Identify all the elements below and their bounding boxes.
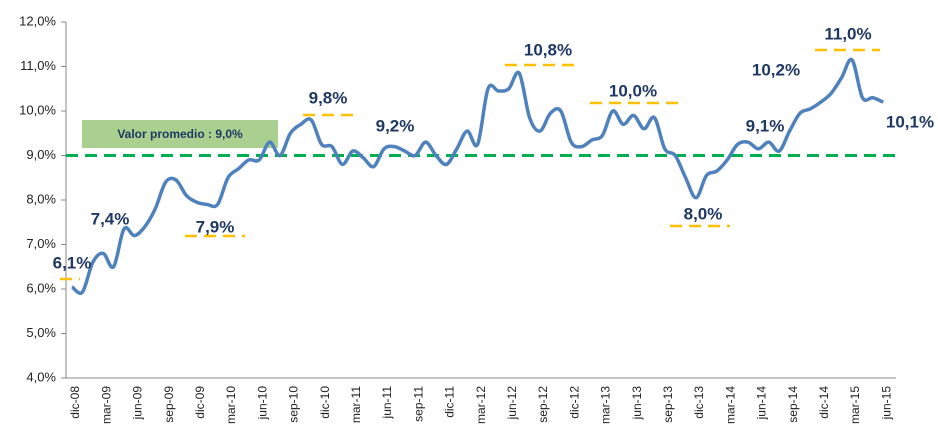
x-tick-group: jun-14	[755, 386, 769, 421]
x-tick-group: jun-11	[380, 386, 394, 420]
x-tick-label: sep-10	[287, 386, 301, 423]
line-series	[70, 57, 884, 295]
annotation: 6,1%	[53, 253, 92, 272]
x-tick-label: dic-12	[567, 386, 581, 419]
x-tick-group: mar-12	[474, 386, 488, 424]
annotation: 9,2%	[376, 116, 415, 135]
x-tick-label: jun-12	[505, 386, 519, 421]
x-tick-group: sep-09	[162, 386, 176, 423]
average-label: Valor promedio : 9,0%	[117, 127, 243, 141]
x-tick-group: mar-10	[224, 386, 238, 424]
x-tick-group: jun-15	[879, 386, 893, 421]
y-tick-label: 7,0%	[26, 236, 56, 251]
x-tick-label: sep-14	[786, 386, 800, 423]
x-tick-label: mar-13	[599, 386, 613, 424]
x-tick-group: mar-11	[349, 386, 363, 423]
x-tick-label: dic-10	[318, 386, 332, 419]
x-tick-group: sep-14	[786, 386, 800, 423]
x-tick-label: jun-13	[630, 386, 644, 421]
x-tick-label: mar-14	[723, 386, 737, 424]
x-tick-group: mar-09	[99, 386, 113, 424]
x-tick-label: dic-09	[193, 386, 207, 419]
annotation: 9,1%	[746, 116, 785, 135]
x-tick-group: sep-13	[661, 386, 675, 423]
x-tick-group: sep-10	[287, 386, 301, 423]
x-tick-group: mar-15	[848, 386, 862, 424]
x-tick-group: dic-08	[68, 386, 82, 419]
x-tick-group: jun-10	[255, 386, 269, 421]
average-label-box	[82, 120, 278, 148]
y-tick-label: 5,0%	[26, 325, 56, 340]
y-tick-label: 10,0%	[19, 102, 56, 117]
annotation: 10,1%	[886, 112, 934, 131]
y-tick-label: 6,0%	[26, 280, 56, 295]
x-tick-label: dic-13	[692, 386, 706, 419]
x-tick-label: mar-12	[474, 386, 488, 424]
annotation: 7,4%	[91, 209, 130, 228]
x-tick-label: jun-10	[255, 386, 269, 421]
y-tick-label: 9,0%	[26, 147, 56, 162]
annotation: 8,0%	[684, 204, 723, 223]
x-tick-label: jun-15	[879, 386, 893, 421]
x-tick-group: jun-09	[131, 386, 145, 421]
x-tick-group: dic-13	[692, 386, 706, 419]
x-tick-group: sep-12	[536, 386, 550, 423]
annotation: 9,8%	[309, 88, 348, 107]
y-tick-label: 4,0%	[26, 369, 56, 384]
x-tick-group: mar-13	[599, 386, 613, 424]
annotation: 7,9%	[196, 217, 235, 236]
x-tick-group: jun-12	[505, 386, 519, 421]
x-tick-group: dic-10	[318, 386, 332, 419]
x-tick-label: dic-14	[817, 386, 831, 419]
x-tick-label: sep-09	[162, 386, 176, 423]
x-tick-group: dic-12	[567, 386, 581, 419]
x-tick-label: dic-11	[443, 386, 457, 418]
annotation: 11,0%	[824, 24, 871, 43]
x-tick-label: sep-13	[661, 386, 675, 423]
x-tick-label: sep-11	[411, 386, 425, 422]
x-tick-label: jun-14	[755, 386, 769, 421]
x-tick-label: sep-12	[536, 386, 550, 423]
x-tick-label: mar-10	[224, 386, 238, 424]
annotation: 10,0%	[609, 81, 657, 100]
x-tick-group: dic-14	[817, 386, 831, 419]
x-tick-label: jun-09	[131, 386, 145, 421]
x-tick-group: mar-14	[723, 386, 737, 424]
x-tick-label: dic-08	[68, 386, 82, 419]
x-tick-label: mar-15	[848, 386, 862, 424]
x-tick-label: mar-09	[99, 386, 113, 424]
x-tick-label: jun-11	[380, 386, 394, 420]
x-tick-label: mar-11	[349, 386, 363, 423]
y-tick-label: 12,0%	[19, 13, 56, 28]
annotation: 10,2%	[752, 60, 800, 79]
x-tick-group: sep-11	[411, 386, 425, 422]
y-tick-label: 11,0%	[20, 58, 56, 73]
annotation: 10,8%	[524, 40, 572, 59]
x-tick-group: jun-13	[630, 386, 644, 421]
y-tick-label: 8,0%	[26, 191, 56, 206]
x-tick-group: dic-11	[443, 386, 457, 418]
x-tick-group: dic-09	[193, 386, 207, 419]
